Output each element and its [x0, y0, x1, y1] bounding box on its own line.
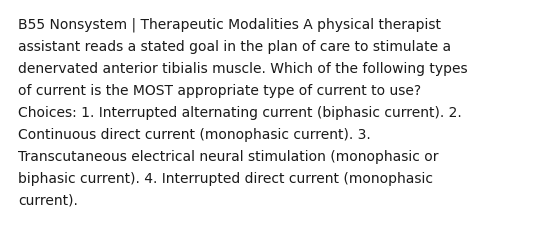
Text: current).: current). — [18, 193, 78, 207]
Text: of current is the MOST appropriate type of current to use?: of current is the MOST appropriate type … — [18, 84, 421, 98]
Text: denervated anterior tibialis muscle. Which of the following types: denervated anterior tibialis muscle. Whi… — [18, 62, 468, 76]
Text: assistant reads a stated goal in the plan of care to stimulate a: assistant reads a stated goal in the pla… — [18, 40, 451, 54]
Text: biphasic current). 4. Interrupted direct current (monophasic: biphasic current). 4. Interrupted direct… — [18, 171, 433, 185]
Text: B55 Nonsystem | Therapeutic Modalities A physical therapist: B55 Nonsystem | Therapeutic Modalities A… — [18, 18, 441, 32]
Text: Continuous direct current (monophasic current). 3.: Continuous direct current (monophasic cu… — [18, 128, 371, 141]
Text: Choices: 1. Interrupted alternating current (biphasic current). 2.: Choices: 1. Interrupted alternating curr… — [18, 106, 462, 120]
Text: Transcutaneous electrical neural stimulation (monophasic or: Transcutaneous electrical neural stimula… — [18, 149, 439, 163]
